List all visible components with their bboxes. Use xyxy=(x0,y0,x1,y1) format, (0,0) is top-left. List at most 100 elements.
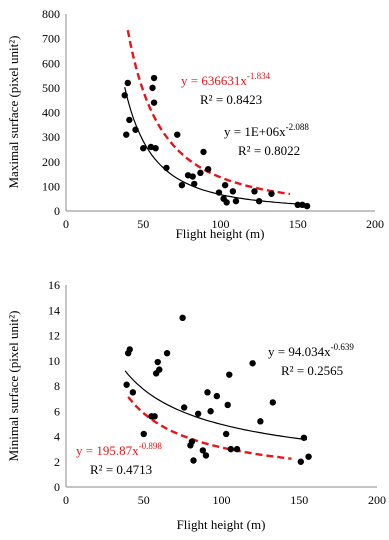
y-tick-label: 6 xyxy=(54,404,60,418)
data-point xyxy=(121,92,128,99)
y-tick-label: 700 xyxy=(42,32,60,46)
data-point xyxy=(207,408,214,415)
data-points xyxy=(121,74,311,210)
x-tick-label: 50 xyxy=(137,217,149,231)
data-point xyxy=(163,164,170,172)
x-tick-label: 0 xyxy=(63,493,69,507)
data-point xyxy=(150,99,158,106)
axes xyxy=(65,285,377,488)
data-point xyxy=(303,202,311,210)
x-tick-label: 150 xyxy=(290,493,308,507)
minimal-surface-chart: 0 50 100 150 200 0 2 4 6 8 10 12 14 16 Flight height… xyxy=(6,278,386,532)
data-point xyxy=(188,438,196,445)
axes xyxy=(65,14,375,212)
red-fit-r2: R² = 0.4713 xyxy=(90,462,152,477)
black-fit-equation: y = 94.034x-0.639 xyxy=(268,342,354,359)
y-tick-label: 800 xyxy=(42,7,60,21)
data-point xyxy=(202,452,210,459)
black-fit-equation-base: y = 94.034x xyxy=(268,344,331,359)
maximal-surface-chart: 0 50 100 150 200 0 100 200 300 400 500 600 700 800 F… xyxy=(6,7,384,241)
data-point xyxy=(251,188,258,195)
x-axis-label: Flight height (m) xyxy=(177,517,266,532)
y-tick-label: 4 xyxy=(54,430,60,444)
data-point xyxy=(140,430,147,438)
data-point xyxy=(215,189,223,196)
y-tick-label: 10 xyxy=(48,354,60,368)
data-point xyxy=(140,145,147,152)
data-point xyxy=(294,201,301,209)
black-fit-line xyxy=(124,87,306,205)
data-point xyxy=(194,410,202,417)
data-point xyxy=(232,197,240,205)
data-point xyxy=(257,418,264,425)
y-tick-label: 14 xyxy=(48,303,60,317)
black-fit-r2: R² = 0.8022 xyxy=(238,143,300,158)
data-point xyxy=(190,457,197,464)
data-point xyxy=(129,389,137,396)
y-tick-label: 8 xyxy=(54,379,60,393)
x-tick-labels: 0 50 100 150 200 xyxy=(63,217,384,231)
y-tick-label: 500 xyxy=(42,81,60,95)
red-fit-equation-base: y = 636631x xyxy=(181,73,247,88)
data-point xyxy=(223,199,230,206)
red-dashed-fit-line xyxy=(127,396,292,460)
x-tick-label: 100 xyxy=(213,493,231,507)
y-tick-label: 0 xyxy=(54,204,60,218)
data-point xyxy=(152,145,159,152)
y-tick-labels: 0 100 200 300 400 500 600 700 800 xyxy=(42,7,60,218)
x-tick-label: 100 xyxy=(212,217,230,231)
data-point xyxy=(123,131,130,138)
data-point xyxy=(305,453,312,460)
data-point xyxy=(197,169,204,177)
data-point xyxy=(300,434,308,441)
x-tick-labels: 0 50 100 150 200 xyxy=(63,493,386,507)
data-point xyxy=(269,399,277,406)
data-point xyxy=(163,349,171,357)
y-tick-label: 16 xyxy=(48,278,60,292)
red-fit-equation-exponent: -1.834 xyxy=(247,71,271,81)
trend-lines xyxy=(124,29,306,205)
black-fit-equation-base: y = 1E+06x xyxy=(224,124,286,139)
y-axis-label: Maximal surface (pixel unit²) xyxy=(6,36,21,189)
red-fit-equation-exponent: -0.898 xyxy=(139,441,163,451)
data-point xyxy=(151,413,158,420)
red-fit-equation-base: y = 195.87x xyxy=(76,443,139,458)
x-tick-label: 0 xyxy=(63,217,69,231)
red-fit-equation: y = 195.87x-0.898 xyxy=(76,441,162,458)
x-tick-label: 200 xyxy=(366,217,384,231)
y-tick-label: 300 xyxy=(42,130,60,144)
black-fit-equation-exponent: -2.088 xyxy=(286,122,310,132)
data-point xyxy=(126,346,133,353)
data-point xyxy=(156,366,163,373)
data-point xyxy=(174,131,181,138)
data-point xyxy=(126,116,133,124)
data-point xyxy=(222,430,230,438)
data-point xyxy=(123,381,130,388)
y-tick-label: 400 xyxy=(42,106,60,120)
data-point xyxy=(224,401,231,409)
data-point xyxy=(221,181,229,189)
data-point xyxy=(227,445,235,453)
x-axis-label: Flight height (m) xyxy=(176,226,265,241)
data-point xyxy=(249,360,256,367)
data-point xyxy=(204,165,212,173)
y-tick-label: 2 xyxy=(54,455,60,469)
data-point xyxy=(213,392,221,400)
data-point xyxy=(226,371,233,378)
x-tick-label: 50 xyxy=(138,493,150,507)
data-point xyxy=(204,389,211,396)
x-tick-label: 150 xyxy=(289,217,307,231)
data-point xyxy=(154,358,161,366)
data-point xyxy=(297,458,305,465)
data-point xyxy=(233,445,241,453)
data-points xyxy=(123,314,312,465)
y-tick-label: 600 xyxy=(42,56,60,70)
y-tick-label: 100 xyxy=(42,179,60,193)
black-fit-equation: y = 1E+06x-2.088 xyxy=(224,122,309,139)
black-fit-line xyxy=(124,370,308,441)
data-point xyxy=(255,197,263,205)
data-point xyxy=(150,74,158,82)
data-point xyxy=(149,84,156,92)
data-point xyxy=(189,173,196,180)
data-point xyxy=(179,314,186,322)
